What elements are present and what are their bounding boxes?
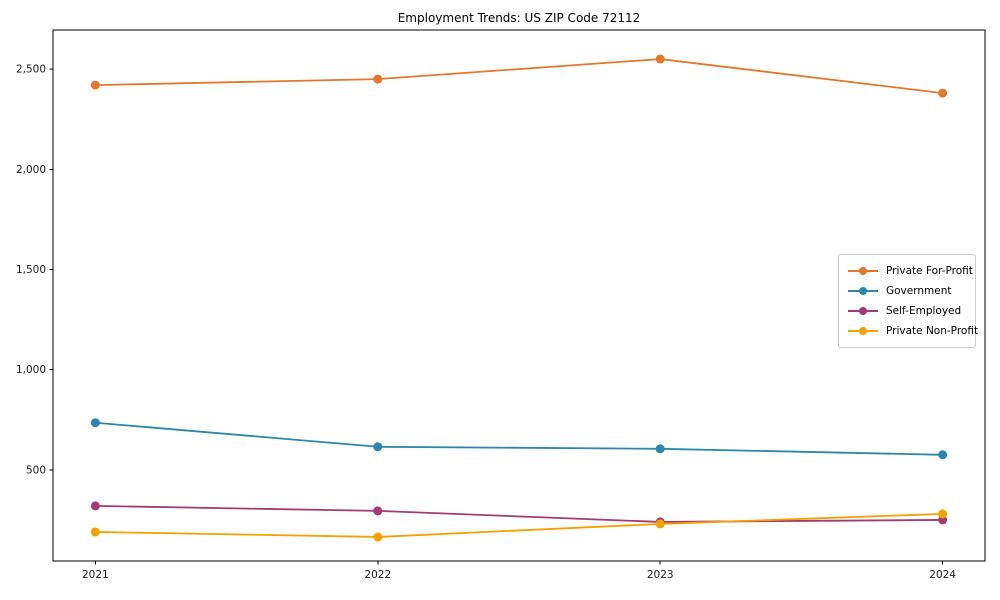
data-point-marker [655,444,665,454]
chart-title: Employment Trends: US ZIP Code 72112 [397,11,641,25]
y-tick-label: 1,000 [16,364,46,376]
data-point-marker [373,506,383,516]
legend-dot [859,327,867,335]
y-tick-label: 2,000 [16,164,46,176]
legend-marker-icon [848,306,878,316]
chart-legend: Private For-Profit Government Self-Employe… [838,254,978,348]
data-point-marker [373,74,383,84]
legend-item: Private Non-Profit [848,321,978,341]
legend-label: Government [886,285,952,297]
data-point-marker [655,519,665,529]
data-point-marker [90,418,100,428]
y-tick-label: 500 [26,464,46,476]
x-tick-label: 2024 [929,569,956,581]
data-point-marker [90,501,100,511]
legend-label: Private Non-Profit [886,325,979,337]
series-line [95,58,943,95]
legend-dot [859,307,867,315]
legend-marker-icon [848,266,878,276]
legend-item: Private For-Profit [848,261,973,281]
legend-label: Private For-Profit [886,265,973,277]
series-line [95,421,943,456]
data-point-marker [938,450,948,460]
data-point-marker [373,442,383,452]
legend-label: Self-Employed [886,305,962,317]
legend-marker-icon [848,286,878,296]
x-tick-label: 2022 [364,569,391,581]
y-tick-label: 2,500 [16,64,46,76]
legend-item: Self-Employed [848,301,967,321]
data-point-marker [373,532,383,542]
series-line [95,504,943,523]
legend-item: Government [848,281,967,301]
legend-marker-icon [848,326,878,336]
data-point-marker [938,509,948,519]
legend-dot [859,287,867,295]
legend-dot [859,267,867,275]
y-tick-label: 1,500 [16,264,46,276]
data-point-marker [655,54,665,64]
axes-frame [52,29,986,562]
data-point-marker [90,527,100,537]
data-point-marker [938,88,948,98]
data-point-marker [90,80,100,90]
x-tick-label: 2021 [82,569,109,581]
series-line [95,513,943,538]
x-tick-label: 2023 [647,569,674,581]
